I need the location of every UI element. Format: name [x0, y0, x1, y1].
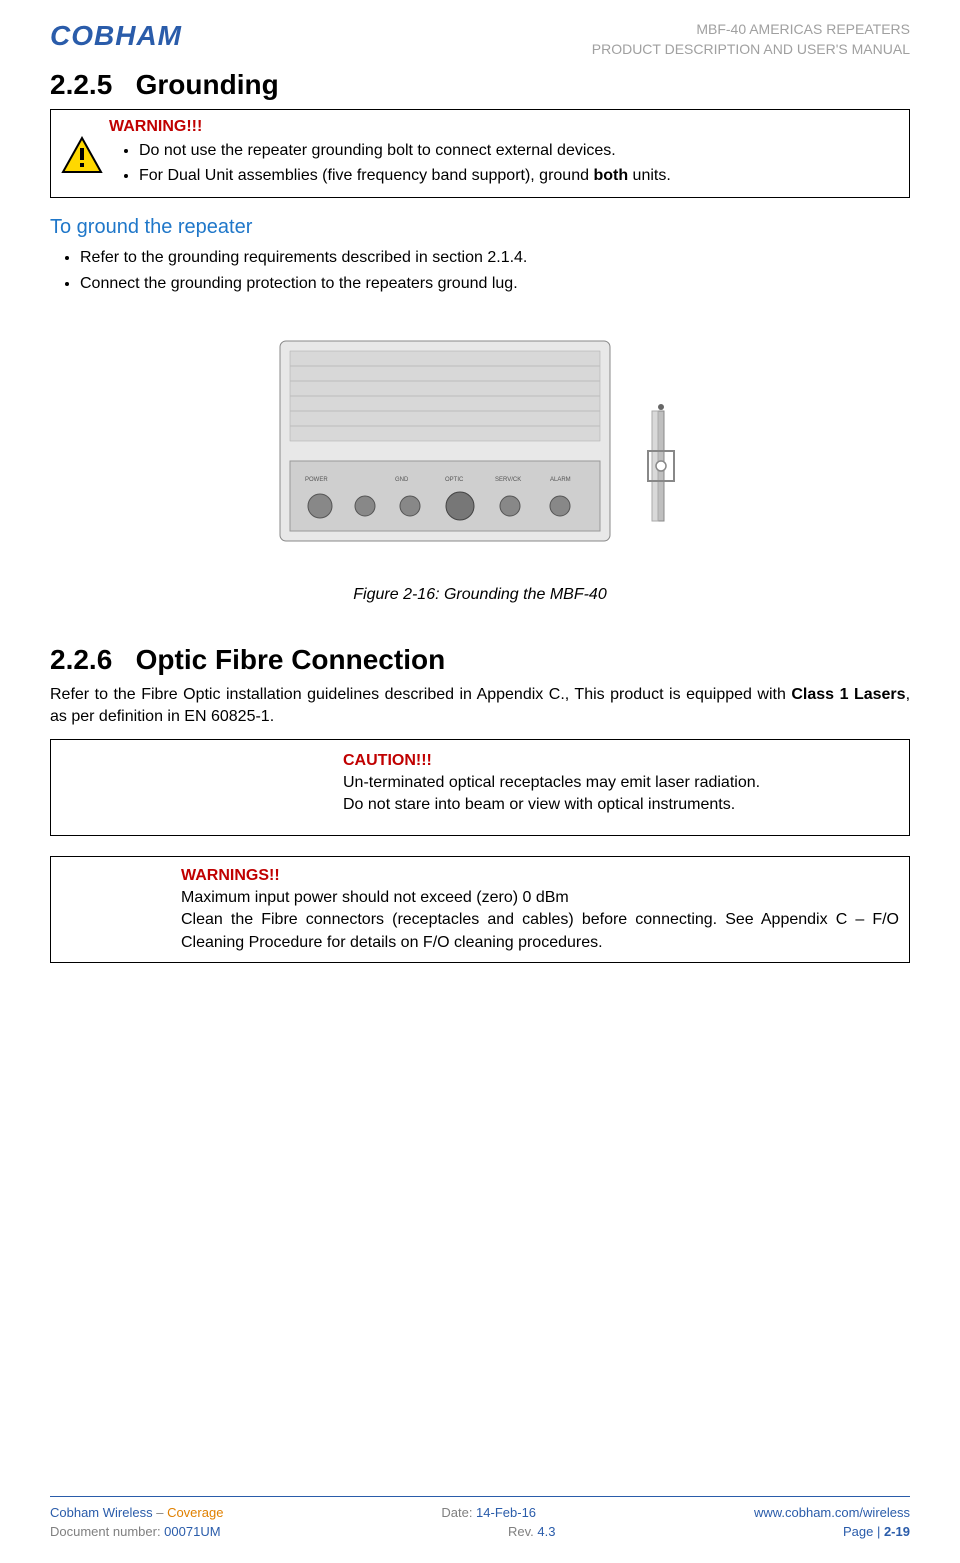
warnings-title: WARNINGS!!	[181, 865, 899, 887]
warning-triangle-icon	[61, 136, 103, 179]
warning-title: WARNING!!!	[109, 118, 899, 136]
footer-revision: Rev. 4.3	[508, 1524, 555, 1539]
footer-rev-label: Rev.	[508, 1524, 537, 1539]
footer-date: Date: 14-Feb-16	[441, 1505, 536, 1520]
page-header: COBHAM MBF-40 AMERICAS REPEATERS PRODUCT…	[50, 20, 910, 59]
section-title: Grounding	[136, 69, 279, 100]
footer-page: Page | 2-19	[843, 1524, 910, 1539]
optic-intro-text: Refer to the Fibre Optic installation gu…	[50, 684, 910, 729]
svg-text:SERV/CK: SERV/CK	[495, 477, 521, 483]
footer-coverage: Coverage	[167, 1505, 223, 1520]
list-item: Connect the grounding protection to the …	[80, 273, 910, 295]
device-figure-icon: POWER GND OPTIC SERV/CK ALARM	[260, 311, 700, 576]
footer-doc-label: Document number:	[50, 1524, 164, 1539]
warning-list: Do not use the repeater grounding bolt t…	[109, 140, 899, 187]
warning-content: WARNING!!! Do not use the repeater groun…	[109, 118, 899, 189]
footer-row-2: Document number: 00071UM Rev. 4.3 Page |…	[50, 1524, 910, 1539]
list-item: Refer to the grounding requirements desc…	[80, 247, 910, 269]
footer-page-label: Page |	[843, 1524, 884, 1539]
footer-dash: –	[153, 1505, 167, 1520]
footer-url: www.cobham.com/wireless	[754, 1505, 910, 1520]
svg-text:GND: GND	[395, 477, 409, 483]
section-number: 2.2.6	[50, 644, 112, 675]
svg-text:ALARM: ALARM	[550, 477, 571, 483]
warnings-inner: WARNINGS!! Maximum input power should no…	[181, 865, 899, 955]
footer-company: Cobham Wireless – Coverage	[50, 1505, 223, 1520]
svg-text:POWER: POWER	[305, 477, 328, 483]
footer-date-label: Date:	[441, 1505, 476, 1520]
grounding-steps-list: Refer to the grounding requirements desc…	[50, 247, 910, 296]
footer-row-1: Cobham Wireless – Coverage Date: 14-Feb-…	[50, 1505, 910, 1520]
sub-heading-ground-repeater: To ground the repeater	[50, 216, 910, 239]
figure-caption: Figure 2-16: Grounding the MBF-40	[50, 586, 910, 604]
warnings-line2: Clean the Fibre connectors (receptacles …	[181, 909, 899, 954]
logo: COBHAM	[50, 20, 182, 52]
doc-title-block: MBF-40 AMERICAS REPEATERS PRODUCT DESCRI…	[592, 20, 910, 59]
caution-title: CAUTION!!!	[343, 750, 897, 772]
warnings-line1: Maximum input power should not exceed (z…	[181, 887, 899, 909]
section-heading-optic: 2.2.6 Optic Fibre Connection	[50, 644, 910, 676]
footer-date-value: 14-Feb-16	[476, 1505, 536, 1520]
page-footer: Cobham Wireless – Coverage Date: 14-Feb-…	[50, 1496, 910, 1543]
caution-line2: Do not stare into beam or view with opti…	[343, 794, 897, 816]
section-title: Optic Fibre Connection	[136, 644, 446, 675]
footer-page-value: 2-19	[884, 1524, 910, 1539]
caution-inner: CAUTION!!! Un-terminated optical recepta…	[343, 750, 897, 817]
intro-bold: Class 1 Lasers	[791, 686, 905, 703]
section-heading-grounding: 2.2.5 Grounding	[50, 69, 910, 101]
footer-company-name: Cobham Wireless	[50, 1505, 153, 1520]
footer-doc-value: 00071UM	[164, 1524, 220, 1539]
footer-doc-number: Document number: 00071UM	[50, 1524, 221, 1539]
warning-item: For Dual Unit assemblies (five frequency…	[139, 165, 899, 187]
caution-box: CAUTION!!! Un-terminated optical recepta…	[50, 739, 910, 836]
warning-icon-cell	[61, 118, 109, 179]
doc-title-line1: MBF-40 AMERICAS REPEATERS	[592, 20, 910, 40]
figure-container: POWER GND OPTIC SERV/CK ALARM	[50, 311, 910, 576]
warnings-box: WARNINGS!! Maximum input power should no…	[50, 856, 910, 964]
intro-part1: Refer to the Fibre Optic installation gu…	[50, 686, 791, 703]
footer-url-text: www.cobham.com/wireless	[754, 1505, 910, 1520]
caution-line1: Un-terminated optical receptacles may em…	[343, 772, 897, 794]
svg-text:OPTIC: OPTIC	[445, 477, 464, 483]
warning-item: Do not use the repeater grounding bolt t…	[139, 140, 899, 162]
doc-title-line2: PRODUCT DESCRIPTION AND USER'S MANUAL	[592, 40, 910, 60]
section-number: 2.2.5	[50, 69, 112, 100]
footer-rev-value: 4.3	[537, 1524, 555, 1539]
warning-box: WARNING!!! Do not use the repeater groun…	[50, 109, 910, 198]
